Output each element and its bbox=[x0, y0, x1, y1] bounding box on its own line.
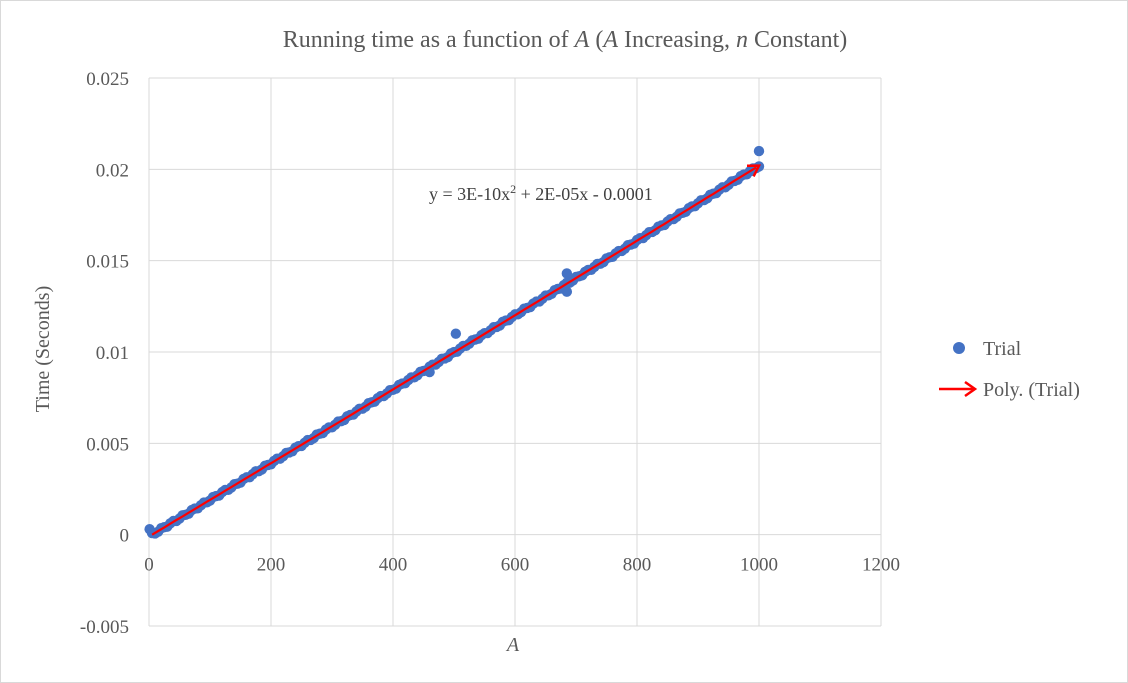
trial-point-outlier bbox=[561, 286, 573, 297]
legend-poly-label: Poly. (Trial) bbox=[983, 379, 1080, 401]
trial-point-outlier bbox=[753, 145, 765, 157]
y-tick-label: -0.005 bbox=[80, 617, 129, 638]
trendline-arrowhead bbox=[746, 164, 762, 177]
y-tick-label: 0.01 bbox=[96, 343, 129, 364]
chart-title-part-5: n bbox=[736, 27, 748, 53]
x-tick-label: 1200 bbox=[862, 555, 900, 576]
legend: Trial Poly. (Trial) bbox=[939, 338, 1080, 401]
trend-equation-exponent: 2 bbox=[510, 182, 516, 196]
x-tick-label: 0 bbox=[144, 555, 154, 576]
y-tick-labels: -0.005 0 0.005 0.01 0.015 0.02 0.025 bbox=[80, 69, 129, 638]
x-tick-labels: 0 200 400 600 800 1000 1200 bbox=[144, 555, 900, 576]
x-axis-title: A bbox=[505, 634, 520, 656]
legend-trial-label: Trial bbox=[983, 338, 1022, 360]
trial-points bbox=[144, 145, 765, 539]
y-tick-label: 0.015 bbox=[86, 252, 129, 273]
x-tick-label: 600 bbox=[501, 555, 530, 576]
y-axis-title: Time (Seconds) bbox=[32, 286, 54, 412]
trial-point-outlier bbox=[144, 523, 155, 535]
chart-title-part-4: Increasing, bbox=[618, 27, 736, 53]
grid-lines bbox=[148, 77, 882, 627]
x-tick-label: 1000 bbox=[740, 555, 778, 576]
chart-title: Running time as a function of A (A Incre… bbox=[283, 27, 848, 53]
trend-equation-suffix: + 2E-05x - 0.0001 bbox=[516, 184, 653, 204]
y-tick-label: 0.02 bbox=[96, 160, 129, 181]
chart-title-part-0: Running time as a function of bbox=[283, 27, 575, 53]
y-tick-label: 0.005 bbox=[86, 434, 129, 455]
y-tick-label: 0 bbox=[120, 526, 130, 547]
legend-poly-marker bbox=[939, 380, 978, 398]
chart-title-part-1: A bbox=[573, 27, 590, 53]
x-tick-label: 800 bbox=[623, 555, 652, 576]
x-tick-label: 400 bbox=[379, 555, 408, 576]
chart-title-part-6: Constant) bbox=[748, 27, 847, 53]
trend-equation-prefix: y = 3E-10x bbox=[429, 184, 510, 204]
chart-title-part-2: ( bbox=[589, 27, 603, 53]
trendline-path bbox=[151, 166, 757, 536]
legend-trial-marker bbox=[953, 342, 965, 354]
trial-point-outlier bbox=[561, 268, 573, 279]
trend-equation: y = 3E-10x2 + 2E-05x - 0.0001 bbox=[429, 182, 653, 204]
x-tick-label: 200 bbox=[257, 555, 286, 576]
y-tick-label: 0.025 bbox=[86, 69, 129, 90]
chart-title-part-3: A bbox=[601, 27, 618, 53]
trial-point-outlier bbox=[450, 328, 462, 339]
trendline bbox=[151, 164, 762, 536]
